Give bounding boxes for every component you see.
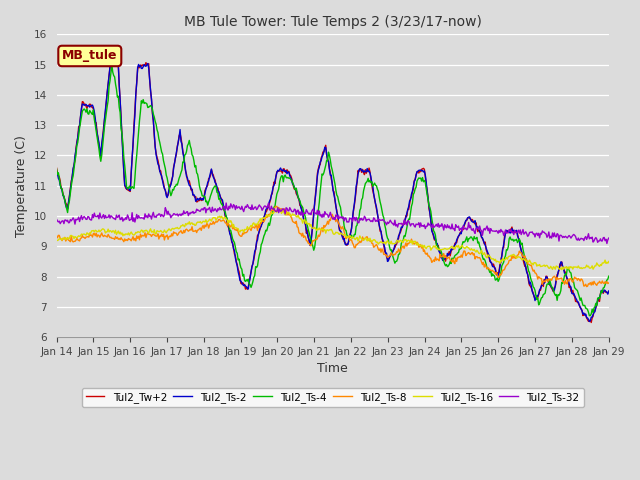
Tul2_Ts-32 [603,240,611,246]
Title: MB Tule Tower: Tule Temps 2 (3/23/17-now): MB Tule Tower: Tule Temps 2 (3/23/17-now… [184,15,481,29]
Tul2_Ts-2 [113,45,120,50]
Tul2_Ts-8 [379,248,387,254]
Tul2_Ts-32 [222,200,230,206]
Tul2_Ts-2 [151,144,159,149]
Tul2_Ts-4 [108,62,116,68]
Tul2_Ts-32 [150,214,158,220]
Line: Tul2_Ts-4: Tul2_Ts-4 [56,65,609,316]
Tul2_Tw+2 [469,218,477,224]
Tul2_Ts-4 [303,222,311,228]
Tul2_Ts-16 [274,206,282,212]
Text: MB_tule: MB_tule [62,49,118,62]
Line: Tul2_Ts-8: Tul2_Ts-8 [56,206,609,287]
Tul2_Ts-8 [195,227,202,233]
Legend: Tul2_Tw+2, Tul2_Ts-2, Tul2_Ts-4, Tul2_Ts-8, Tul2_Ts-16, Tul2_Ts-32: Tul2_Tw+2, Tul2_Ts-2, Tul2_Ts-4, Tul2_Ts… [81,388,584,407]
Tul2_Ts-32 [422,223,430,229]
Tul2_Tw+2 [422,182,430,188]
Tul2_Tw+2 [151,144,159,150]
Tul2_Ts-8 [52,233,60,239]
Tul2_Ts-8 [273,204,281,209]
Tul2_Ts-32 [303,208,311,214]
Tul2_Ts-16 [558,267,566,273]
Tul2_Ts-16 [605,259,612,264]
Tul2_Tw+2 [605,289,612,295]
Tul2_Ts-8 [303,238,311,244]
Tul2_Ts-2 [605,288,612,294]
Tul2_Ts-4 [586,313,594,319]
Tul2_Tw+2 [196,198,204,204]
Tul2_Tw+2 [112,44,120,50]
Tul2_Ts-4 [422,185,430,191]
Tul2_Ts-2 [379,238,387,243]
Tul2_Ts-2 [586,319,593,324]
Tul2_Ts-4 [151,119,159,124]
Tul2_Tw+2 [52,165,60,171]
Tul2_Ts-32 [379,216,387,222]
Tul2_Ts-2 [469,219,477,225]
Tul2_Ts-16 [469,248,477,253]
Tul2_Ts-2 [303,230,311,236]
Tul2_Ts-4 [52,166,60,172]
Tul2_Ts-32 [195,207,202,213]
Y-axis label: Temperature (C): Temperature (C) [15,135,28,237]
Tul2_Ts-4 [379,213,387,218]
Tul2_Ts-32 [605,235,612,241]
Tul2_Ts-16 [422,246,430,252]
X-axis label: Time: Time [317,362,348,375]
Tul2_Ts-4 [196,183,204,189]
Tul2_Ts-4 [469,238,477,243]
Tul2_Tw+2 [379,239,387,245]
Line: Tul2_Ts-2: Tul2_Ts-2 [56,48,609,322]
Line: Tul2_Tw+2: Tul2_Tw+2 [56,47,609,323]
Tul2_Ts-8 [583,284,591,289]
Tul2_Ts-16 [379,240,387,245]
Tul2_Ts-2 [422,179,430,185]
Tul2_Ts-16 [303,221,311,227]
Tul2_Ts-2 [196,196,204,202]
Line: Tul2_Ts-32: Tul2_Ts-32 [56,203,609,243]
Tul2_Ts-2 [52,169,60,175]
Tul2_Tw+2 [303,227,311,233]
Tul2_Ts-32 [469,226,477,231]
Tul2_Ts-4 [605,273,612,279]
Tul2_Ts-8 [150,232,158,238]
Tul2_Ts-8 [422,252,430,257]
Tul2_Ts-16 [195,219,202,225]
Tul2_Ts-8 [469,252,477,258]
Tul2_Tw+2 [588,320,595,325]
Tul2_Ts-16 [52,237,60,243]
Line: Tul2_Ts-16: Tul2_Ts-16 [56,209,609,270]
Tul2_Ts-8 [605,280,612,286]
Tul2_Ts-32 [52,216,60,222]
Tul2_Ts-16 [150,227,158,233]
